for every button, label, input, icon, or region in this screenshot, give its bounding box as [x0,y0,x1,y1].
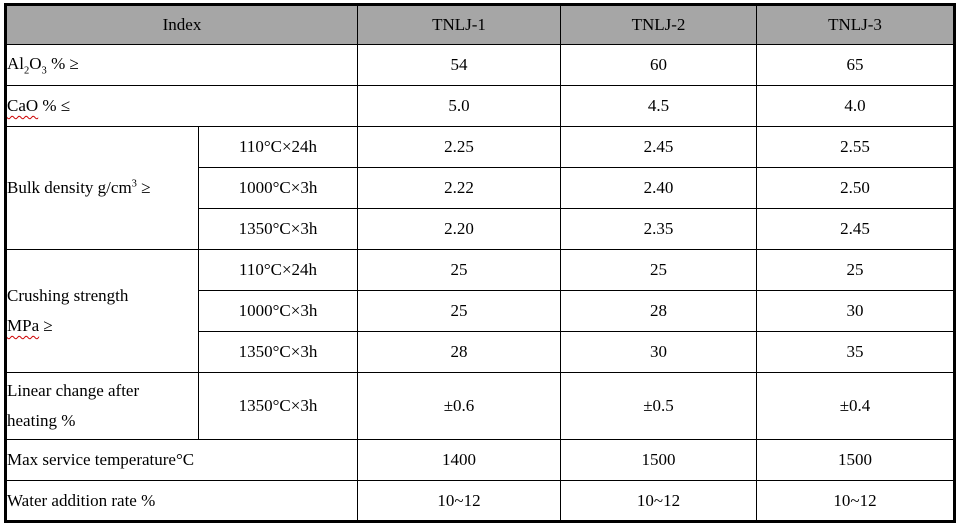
value-cell: 28 [560,290,757,332]
condition-cell: 1350°C×3h [198,208,358,250]
value-cell: ±0.5 [560,372,757,440]
linear-change-line1: Linear change after [7,381,140,400]
condition-cell: 1350°C×3h [198,331,358,373]
value-cell: 2.25 [357,126,561,168]
row-label-bulk-density: Bulk density g/cm3 ≥ [5,126,199,250]
linear-change-line2: heating % [7,411,76,430]
row-crushing-1350: 1350°C×3h 28 30 35 [6,331,955,373]
al2o3-subscript-2: 2 [24,65,30,77]
bulk-density-criterion: ≥ [136,178,151,197]
value-cell: 1500 [560,439,757,481]
value-cell: 4.5 [560,85,757,127]
row-cao: CaO % ≤ 5.0 4.5 4.0 [5,85,955,127]
row-label-max-temperature: Max service temperature°C [5,439,358,481]
row-crushing-1000: 1000°C×3h 25 28 30 [6,290,955,332]
cao-criterion: % ≤ [38,96,71,115]
row-linear-change: Linear change after heating % 1350°C×3h … [5,372,955,440]
value-cell: 2.22 [357,167,561,209]
row-al2o3: Al2O3 % ≥ 54 60 65 [5,44,955,86]
row-label-crushing-strength: Crushing strength MPa ≥ [5,249,199,373]
crushing-strength-line2: MPa ≥ [7,311,198,341]
crushing-criterion: ≥ [39,316,53,335]
value-cell: 10~12 [357,480,561,522]
value-cell: 30 [560,331,757,373]
row-crushing-110: Crushing strength MPa ≥ 110°C×24h 25 25 … [5,249,955,373]
header-row: Index TNLJ-1 TNLJ-2 TNLJ-3 [5,4,955,45]
value-cell: 28 [357,331,561,373]
value-cell: 2.55 [756,126,955,168]
value-cell: 10~12 [756,480,955,522]
value-cell: 54 [357,44,561,86]
condition-cell: 1350°C×3h [198,372,358,440]
header-cell-tnlj1: TNLJ-1 [357,4,561,45]
row-label-cao: CaO % ≤ [5,85,358,127]
value-cell: 25 [357,290,561,332]
header-cell-tnlj2: TNLJ-2 [560,4,757,45]
value-cell: 25 [756,249,955,291]
row-label-al2o3: Al2O3 % ≥ [5,44,358,86]
value-cell: 4.0 [756,85,955,127]
value-cell: 2.40 [560,167,757,209]
value-cell: 2.20 [357,208,561,250]
condition-cell: 1000°C×3h [198,167,358,209]
value-cell: 35 [756,331,955,373]
row-label-water-addition: Water addition rate % [5,480,358,522]
product-spec-table: Index TNLJ-1 TNLJ-2 TNLJ-3 Al2O3 % ≥ 54 … [4,3,956,523]
al2o3-text: Al [7,53,24,73]
condition-cell: 110°C×24h [198,249,358,291]
value-cell: ±0.4 [756,372,955,440]
al2o3-criterion: % ≥ [46,53,79,73]
value-cell: 60 [560,44,757,86]
value-cell: 65 [756,44,955,86]
cao-word-misspelled: CaO [7,96,39,115]
header-cell-index: Index [5,4,358,45]
al2o3-text: O [29,53,42,73]
bulk-density-superscript-3: 3 [131,178,137,190]
row-max-temperature: Max service temperature°C 1400 1500 1500 [5,439,955,481]
row-bulk-density-110: Bulk density g/cm3 ≥ 110°C×24h 2.25 2.45… [5,126,955,250]
value-cell: 2.45 [560,126,757,168]
value-cell: 25 [560,249,757,291]
mpa-word-misspelled: MPa [7,316,40,335]
value-cell: 10~12 [560,480,757,522]
value-cell: 5.0 [357,85,561,127]
value-cell: 2.50 [756,167,955,209]
value-cell: 30 [756,290,955,332]
bulk-density-text: Bulk density g/cm [7,178,132,197]
value-cell: 1500 [756,439,955,481]
condition-cell: 110°C×24h [198,126,358,168]
header-cell-tnlj3: TNLJ-3 [756,4,955,45]
al2o3-subscript-3: 3 [41,65,47,77]
value-cell: 1400 [357,439,561,481]
row-label-linear-change: Linear change after heating % [5,372,199,440]
condition-cell: 1000°C×3h [198,290,358,332]
crushing-strength-line1: Crushing strength [7,286,129,305]
value-cell: 2.45 [756,208,955,250]
value-cell: ±0.6 [357,372,561,440]
row-water-addition: Water addition rate % 10~12 10~12 10~12 [5,480,955,522]
value-cell: 25 [357,249,561,291]
value-cell: 2.35 [560,208,757,250]
